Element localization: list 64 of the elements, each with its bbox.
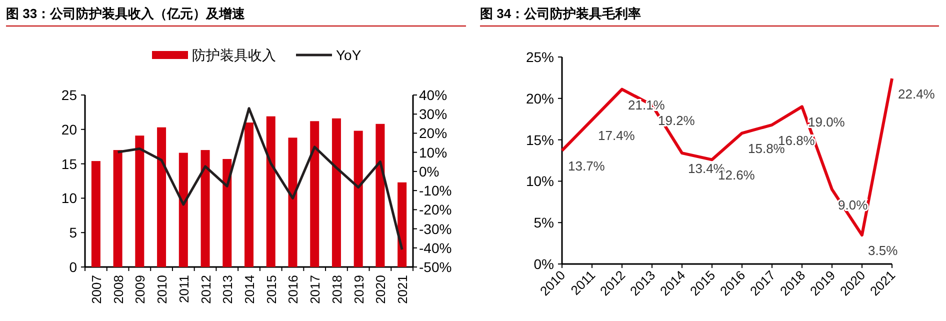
- data-label: 15.8%: [748, 141, 786, 156]
- bar: [135, 136, 144, 267]
- x-tick-label: 2019: [351, 275, 366, 304]
- bar: [332, 118, 341, 267]
- data-label: 13.7%: [568, 158, 606, 174]
- line-series: [116, 107, 404, 251]
- bar: [354, 130, 363, 267]
- bar: [157, 127, 166, 267]
- chart-title: 图 34：公司防护装具毛利率: [480, 6, 642, 21]
- bar: [266, 116, 276, 267]
- data-label: 19.0%: [808, 114, 846, 130]
- y-tick-label: 20: [61, 121, 78, 138]
- bar: [310, 121, 320, 267]
- y-tick-label: 15: [61, 156, 78, 172]
- x-tick-label: 2012: [198, 275, 214, 304]
- x-tick-label: 2009: [132, 275, 148, 304]
- y2-tick-label: 40%: [419, 87, 448, 103]
- y-tick-label: 5%: [534, 214, 554, 231]
- bar: [113, 150, 122, 267]
- x-tick-label: 2015: [264, 275, 279, 304]
- y2-tick-label: 20%: [419, 125, 448, 142]
- bar: [222, 158, 232, 267]
- y2-tick-label: -50%: [419, 259, 452, 275]
- x-tick-label: 2008: [110, 275, 126, 304]
- y-tick-label: 10: [61, 190, 78, 206]
- bar: [288, 138, 298, 267]
- y-tick-label: 0: [69, 259, 78, 275]
- bar: [398, 182, 407, 267]
- bar: [200, 150, 210, 267]
- x-tick-label: 2018: [329, 275, 344, 304]
- x-tick-label: 2016: [286, 275, 301, 304]
- x-tick-label: 2011: [176, 275, 192, 303]
- y-tick-label: 5: [69, 224, 78, 241]
- x-tick-label: 2010: [154, 275, 170, 304]
- bar: [91, 161, 100, 267]
- legend-label: 防护装具收入: [192, 47, 276, 63]
- legend-label: YoY: [336, 47, 362, 63]
- line-series: [560, 77, 894, 237]
- bar: [178, 152, 188, 267]
- x-tick-label: 2020: [373, 275, 388, 304]
- y-tick-label: 20%: [526, 90, 554, 106]
- y2-tick-label: 10%: [419, 144, 448, 160]
- x-tick-label: 2013: [220, 275, 236, 304]
- bar: [244, 122, 254, 267]
- y2-tick-label: 30%: [419, 106, 448, 122]
- data-label: 17.4%: [598, 128, 636, 143]
- x-tick-label: 2017: [308, 275, 323, 304]
- data-label: 3.5%: [868, 243, 898, 258]
- x-tick-label: 2014: [242, 275, 257, 304]
- y-tick-label: 15%: [526, 132, 554, 148]
- data-label: 22.4%: [898, 86, 936, 102]
- y2-tick-label: -20%: [419, 202, 452, 218]
- y-tick-label: 25: [61, 87, 78, 103]
- y2-tick-label: -10%: [419, 182, 452, 199]
- y-tick-label: 0%: [534, 256, 554, 272]
- bar: [376, 124, 385, 267]
- y-tick-label: 25%: [526, 49, 554, 65]
- y2-tick-label: -30%: [419, 220, 452, 237]
- x-tick-label: 2007: [88, 275, 104, 304]
- x-tick-label: 2021: [395, 275, 410, 304]
- chart-title: 图 33：公司防护装具收入（亿元）及增速: [6, 6, 246, 21]
- y2-tick-label: -40%: [419, 240, 452, 256]
- y-tick-label: 10%: [526, 173, 554, 190]
- y2-tick-label: 0%: [419, 163, 440, 180]
